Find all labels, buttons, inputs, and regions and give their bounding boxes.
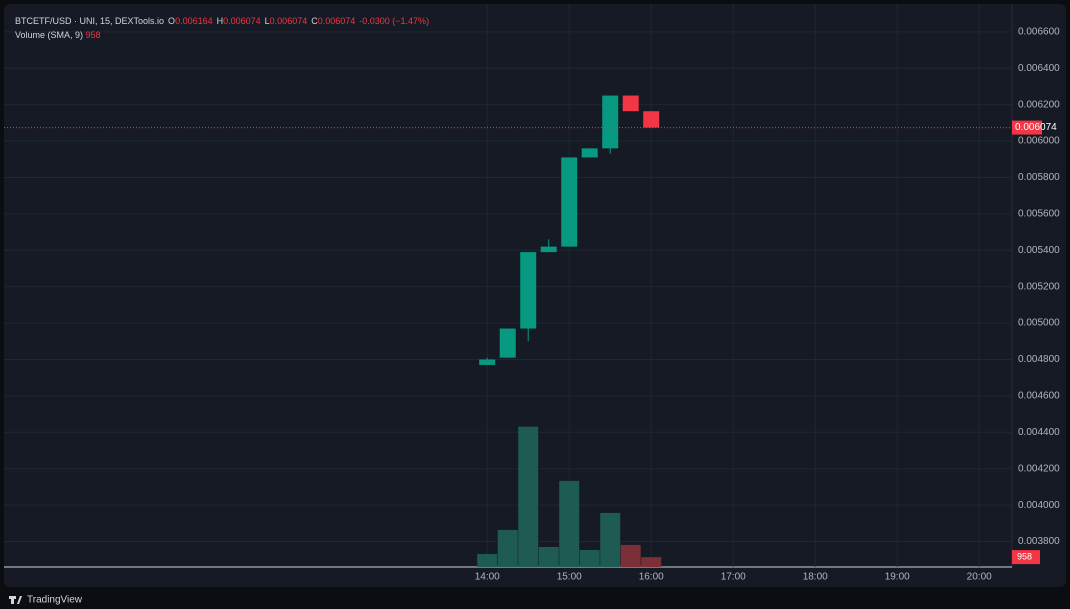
candle-body: [520, 252, 537, 329]
candle-body: [643, 111, 660, 128]
footer: [4, 589, 1066, 609]
x-tick-label: 15:00: [557, 572, 582, 583]
volume-bar: [641, 557, 662, 567]
volume-title: Volume (SMA, 9): [15, 30, 84, 40]
legend-row: Volume (SMA, 9) 958: [15, 28, 429, 42]
x-tick-label: 17:00: [721, 572, 746, 583]
brand: TradingView: [27, 595, 83, 606]
legend: BTCETF/USD · UNI, 15, DEXTools.io O0.0061…: [15, 14, 429, 42]
y-tick-label: 0.005400: [1018, 245, 1060, 256]
x-tick-label: 18:00: [803, 572, 828, 583]
candle-body: [622, 95, 639, 112]
last-price-tag: [1012, 120, 1042, 135]
y-tick-label: 0.006600: [1018, 26, 1060, 37]
y-tick-label: 0.003800: [1018, 536, 1060, 547]
y-tick-label: 0.005200: [1018, 281, 1060, 292]
volume-bar: [559, 480, 580, 567]
x-tick-label: 16:00: [639, 572, 664, 583]
volume-tag-label: 958: [1017, 551, 1032, 561]
volume-bar: [538, 546, 559, 567]
y-tick-label: 0.004400: [1018, 427, 1060, 438]
candle-body: [561, 157, 578, 247]
volume-value: 958: [85, 30, 101, 40]
y-tick-label: 0.004800: [1018, 354, 1060, 365]
x-tick-label: 19:00: [885, 572, 910, 583]
volume-tag: [1012, 550, 1040, 565]
volume-bar: [620, 544, 641, 567]
volume-bar: [600, 512, 621, 567]
legend-value: 0.006074: [317, 16, 356, 26]
x-tick-label: 14:00: [475, 572, 500, 583]
x-tick-label: 20:00: [967, 572, 992, 583]
y-tick-label: 0.005800: [1018, 172, 1060, 183]
y-tick-label: 0.004200: [1018, 463, 1060, 474]
y-tick-label: 0.006200: [1018, 99, 1060, 110]
candle-body: [540, 246, 557, 253]
legend-value: -0.0300 (−1.47%): [359, 16, 430, 26]
candle-body: [581, 148, 598, 158]
volume-bar: [497, 529, 518, 567]
y-tick-label: 0.004600: [1018, 391, 1060, 402]
y-tick-label: 0.006400: [1018, 63, 1060, 74]
candle-body: [479, 359, 496, 365]
volume-bar: [477, 554, 498, 567]
candle-body: [499, 328, 516, 358]
symbol-title: BTCETF/USD · UNI, 15, DEXTools.io: [15, 16, 165, 26]
legend-value: 0.006074: [269, 16, 308, 26]
volume-bar: [518, 426, 539, 567]
candle-body: [602, 95, 619, 149]
legend-key: O: [168, 16, 176, 26]
legend-key: C: [311, 16, 318, 26]
y-tick-label: 0.004000: [1018, 500, 1060, 511]
legend-value: 0.006164: [175, 16, 213, 26]
y-tick-label: 0.005000: [1018, 318, 1060, 329]
y-tick-label: 0.006000: [1018, 136, 1060, 147]
grid: [4, 4, 1012, 567]
last-price-label: 0.006074: [1015, 122, 1057, 133]
legend-key: L: [264, 16, 270, 26]
brand-logo: [9, 596, 22, 604]
y-tick-label: 0.005600: [1018, 209, 1060, 220]
legend-value: 0.006074: [223, 16, 261, 26]
volume-bar: [579, 549, 600, 567]
legend-row: BTCETF/USD · UNI, 15, DEXTools.io O0.0061…: [15, 14, 429, 28]
legend-key: H: [216, 16, 224, 26]
